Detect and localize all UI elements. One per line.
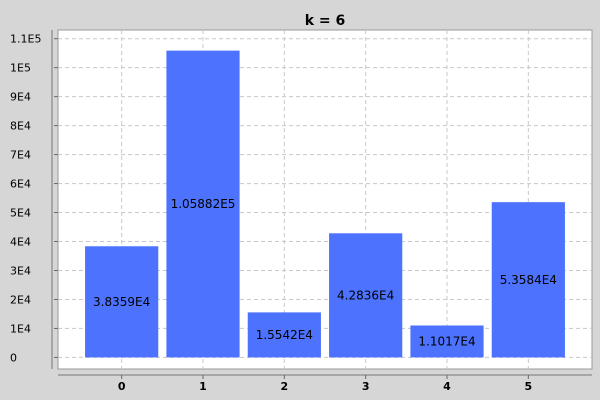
y-tick-label: 4E4 [10,236,31,249]
bar-value-label: 1.5542E4 [256,328,313,342]
x-tick-label: 5 [525,380,533,393]
x-tick-label: 3 [362,380,370,393]
x-tick-label: 1 [199,380,207,393]
y-tick-label: 8E4 [10,120,31,133]
x-axis: 0 1 2 3 4 5 [58,374,592,393]
bars [85,50,565,358]
bar-3 [329,233,403,358]
y-tick-label: 9E4 [10,91,31,104]
bar-4 [410,325,484,358]
y-tick-label: 1E4 [10,322,31,335]
bar-value-label: 4.2836E4 [337,288,394,302]
bar-value-label: 3.8359E4 [93,295,150,309]
y-axis: 0 1E4 2E4 3E4 4E4 5E4 6E4 7E4 8E4 9E4 1E5 1.1E5 [10,30,58,369]
x-tick-label: 4 [443,380,451,393]
bar-value-label: 1.1017E4 [418,334,475,348]
bar-5 [491,202,565,358]
x-tick-label: 0 [118,380,126,393]
x-tick-label: 2 [281,380,289,393]
y-tick-label: 2E4 [10,293,31,306]
bar-value-label: 5.3584E4 [500,273,557,287]
bar-1 [166,50,240,358]
y-tick-label: 3E4 [10,264,31,277]
y-tick-label: 6E4 [10,178,31,191]
y-tick-label: 5E4 [10,207,31,220]
bar-value-label: 1.05882E5 [171,197,236,211]
bar-2 [247,312,321,358]
y-tick-label: 1.1E5 [10,33,41,46]
y-tick-label: 7E4 [10,149,31,162]
y-tick-label: 0 [10,351,17,364]
chart-title: k = 6 [305,13,346,29]
bar-0 [85,246,159,358]
y-tick-label: 1E5 [10,62,31,75]
bar-value-labels: 3.8359E4 1.05882E5 1.5542E4 4.2836E4 1.1017E… [93,197,557,348]
